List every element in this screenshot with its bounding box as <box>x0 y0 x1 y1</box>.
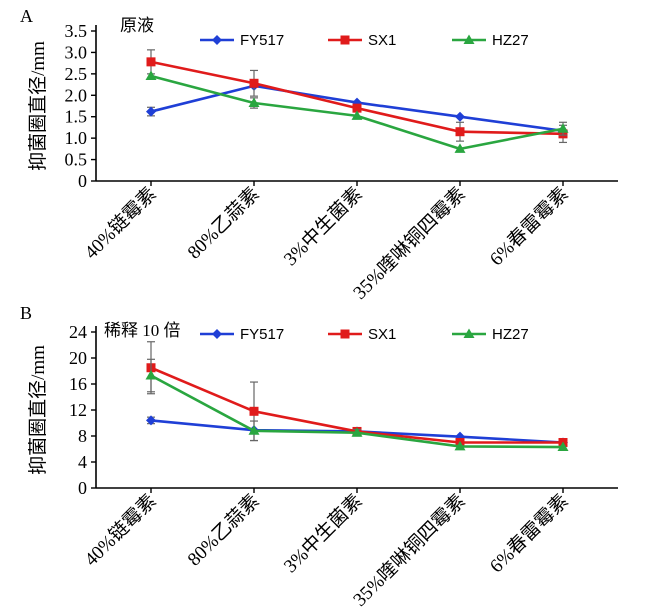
panel-a-y-tick-label: 2.5 <box>65 64 88 84</box>
panel-a-data-point-sx1 <box>146 57 156 67</box>
panel-a-data-point-hz27 <box>351 110 363 120</box>
panel-b-data-point-hz27 <box>351 427 363 437</box>
panel-b-data-point-fy517 <box>146 415 156 426</box>
panel-a-x-tick-label: 40%链霉素 <box>80 183 160 263</box>
chart-panel-a: A 抑菌圈直径/mm 00.51.01.52.02.53.03.5 40%链霉素 80%… <box>20 6 618 300</box>
panel-a-y-tick-label: 3.5 <box>65 21 88 41</box>
panel-a-data-point-fy517 <box>455 111 465 122</box>
panel-b-letter: B <box>20 303 32 323</box>
panel-a-legend-label-sx1: SX1 <box>368 32 396 49</box>
panel-b-data-point-sx1 <box>249 406 259 416</box>
panel-a-data-point-sx1 <box>352 103 362 113</box>
panel-a-legend-label-hz27: HZ27 <box>492 32 529 49</box>
panel-a-x-tick-label: 80%乙蒜素 <box>183 183 263 263</box>
panel-b-y-tick-label: 4 <box>78 452 87 472</box>
panel-b-y-tick-label: 8 <box>78 426 87 446</box>
panel-a-y-tick-label: 1.0 <box>65 128 88 148</box>
panel-b-data-point-hz27 <box>557 441 569 452</box>
panel-b-legend-label-hz27: HZ27 <box>492 326 529 343</box>
panel-b-legend-label-sx1: SX1 <box>368 326 396 343</box>
panel-b-data-point-hz27 <box>454 440 466 451</box>
panel-b-y-tick-label: 0 <box>78 478 87 498</box>
panel-a-x-tick-label: 35%喹啉铜四霉素 <box>349 183 470 300</box>
panel-a-y-tick-label: 1.5 <box>65 107 88 127</box>
panel-b-y-tick-label: 20 <box>69 348 87 368</box>
panel-a-data-point-hz27 <box>454 143 466 153</box>
panel-a-letter: A <box>20 6 33 26</box>
panel-b-y-tick-label: 12 <box>69 400 87 420</box>
panel-a-y-axis-label: 抑菌圈直径/mm <box>27 41 49 171</box>
panel-a-annotation: 原液 <box>120 16 154 35</box>
panel-b-legend-label-fy517: FY517 <box>240 326 284 343</box>
panel-a-legend-label-fy517: FY517 <box>240 32 284 49</box>
panel-b-annotation: 稀释 10 倍 <box>104 321 181 340</box>
panel-a-data-point-hz27 <box>248 97 260 107</box>
panel-b-legend-marker-fy517 <box>212 329 222 339</box>
panel-b-data-point-hz27 <box>248 425 260 435</box>
panel-b-legend-marker-hz27 <box>463 328 475 338</box>
panel-a-legend-marker-sx1 <box>340 35 350 45</box>
panel-a-x-tick-label: 3%中生菌素 <box>279 183 366 270</box>
panel-b-x-tick-label: 35%喹啉铜四霉素 <box>349 490 470 611</box>
panel-b-data-point-hz27 <box>145 370 157 380</box>
panel-b-x-tick-label: 3%中生菌素 <box>279 490 366 577</box>
panel-b-x-tick-label: 6%春雷霉素 <box>485 490 572 577</box>
panel-a-legend-marker-fy517 <box>212 35 222 45</box>
panel-a-y-tick-label: 2.0 <box>65 85 88 105</box>
panel-b-x-tick-label: 80%乙蒜素 <box>183 490 263 570</box>
panel-a-data-point-sx1 <box>249 78 259 88</box>
panel-a-legend-marker-hz27 <box>463 34 475 44</box>
panel-b-y-tick-label: 16 <box>69 374 87 394</box>
panel-a-x-tick-label: 6%春雷霉素 <box>485 183 572 270</box>
chart-panel-b: B 抑菌圈直径/mm 0 4 8 12 16 20 24 40%链霉素 80%乙蒜素 3%中生菌素35… <box>20 303 618 611</box>
panel-b-x-tick-label: 40%链霉素 <box>80 490 160 570</box>
panel-a-data-point-hz27 <box>145 70 157 80</box>
panel-b-legend-marker-sx1 <box>340 329 350 339</box>
panel-a-y-tick-label: 3.0 <box>65 42 88 62</box>
panel-a-data-point-fy517 <box>146 106 156 117</box>
panel-b-y-axis-label: 抑菌圈直径/mm <box>27 345 49 475</box>
panel-b-y-tick-label: 24 <box>69 322 87 342</box>
panel-a-y-tick-label: 0 <box>78 171 87 191</box>
panel-a-y-tick-label: 0.5 <box>65 150 88 170</box>
panel-a-data-point-hz27 <box>557 123 569 133</box>
panel-a-data-point-sx1 <box>455 127 465 137</box>
